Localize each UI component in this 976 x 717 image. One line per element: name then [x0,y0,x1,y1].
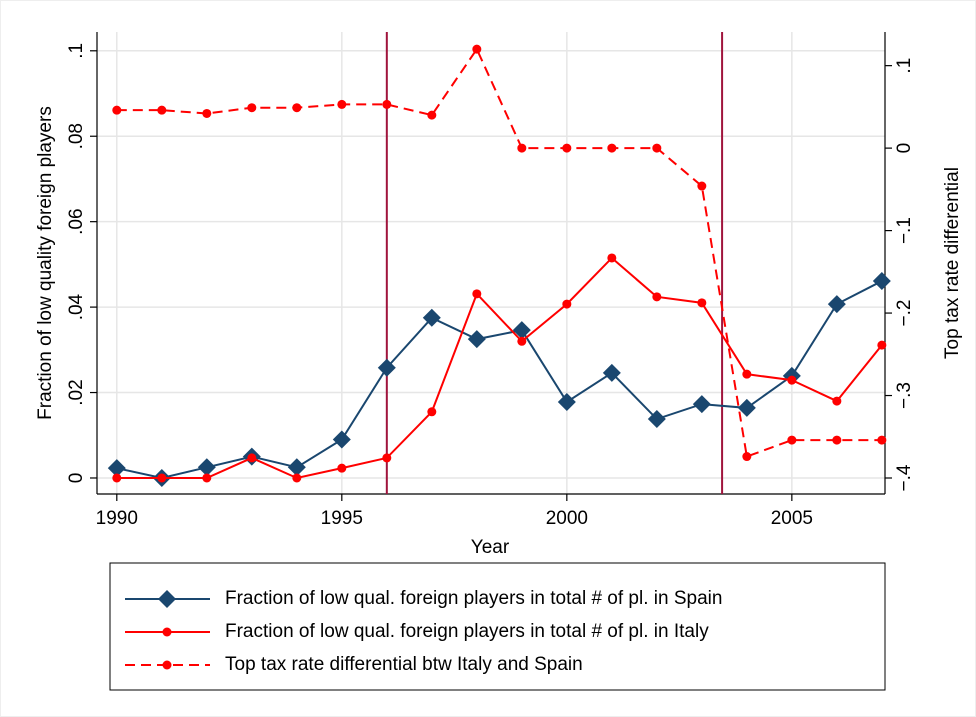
series-line [116,47,882,458]
marker [697,298,707,308]
x-tick-label: 2000 [546,508,588,529]
marker [107,459,126,478]
marker [202,108,212,118]
y-axis-label: Fraction of low quality foreign players [35,106,56,420]
y2-tick-label: −.4 [894,464,915,491]
marker [157,105,167,115]
marker [112,473,122,483]
legend-label: Top tax rate differential btw Italy and … [225,654,583,675]
marker [562,299,572,309]
marker [422,308,441,327]
series-line [116,280,883,480]
marker [602,363,621,382]
x-axis-label: Year [471,537,510,558]
marker [652,292,662,302]
y-tick-label: .04 [66,293,87,320]
marker [607,253,617,263]
y2-tick-label: −.1 [894,217,915,244]
marker [337,99,347,109]
marker [517,336,527,346]
marker [202,473,212,483]
marker [832,396,842,406]
legend-label: Fraction of low qual. foreign players in… [225,621,709,642]
marker [292,103,302,113]
marker [517,143,527,153]
marker [742,452,752,462]
marker [787,375,797,385]
marker [472,289,482,299]
marker [162,627,172,637]
marker [472,44,482,54]
marker [557,392,576,411]
x-tick-label: 2005 [771,508,813,529]
marker [382,453,392,463]
marker [562,143,572,153]
x-tick-label: 1990 [96,508,138,529]
marker [872,272,891,291]
marker [742,369,752,379]
y2-axis-label: Top tax rate differential [942,167,963,359]
y-tick-label: .08 [66,123,87,149]
marker [158,590,176,608]
y2-tick-label: .1 [894,58,915,74]
marker [377,358,396,377]
marker [467,330,486,349]
marker [737,398,756,417]
marker [287,458,306,477]
marker [877,340,887,350]
y2-tick-label: 0 [894,143,915,154]
marker [162,660,172,670]
marker [607,143,617,153]
marker [427,407,437,417]
y-tick-label: .06 [66,208,87,234]
legend-label: Fraction of low qual. foreign players in… [225,588,722,609]
marker [512,321,531,340]
series-line [116,256,883,480]
marker [247,453,257,463]
marker [692,395,711,414]
y-tick-label: .1 [66,43,87,59]
y-tick-label: 0 [66,473,87,484]
marker [247,103,257,113]
marker [337,463,347,473]
marker [647,410,666,429]
marker [787,435,797,445]
y2-tick-label: −.3 [894,382,915,409]
marker [652,143,662,153]
marker [197,458,216,477]
marker [157,473,167,483]
marker [697,181,707,191]
marker [382,99,392,109]
x-tick-label: 1995 [321,508,363,529]
marker [292,473,302,483]
marker [112,105,122,115]
y2-tick-label: −.2 [894,300,915,327]
marker [427,110,437,120]
marker [877,435,887,445]
marker [827,295,846,314]
marker [832,435,842,445]
marker [332,430,351,449]
legend [109,562,886,691]
y-tick-label: .02 [66,379,87,405]
